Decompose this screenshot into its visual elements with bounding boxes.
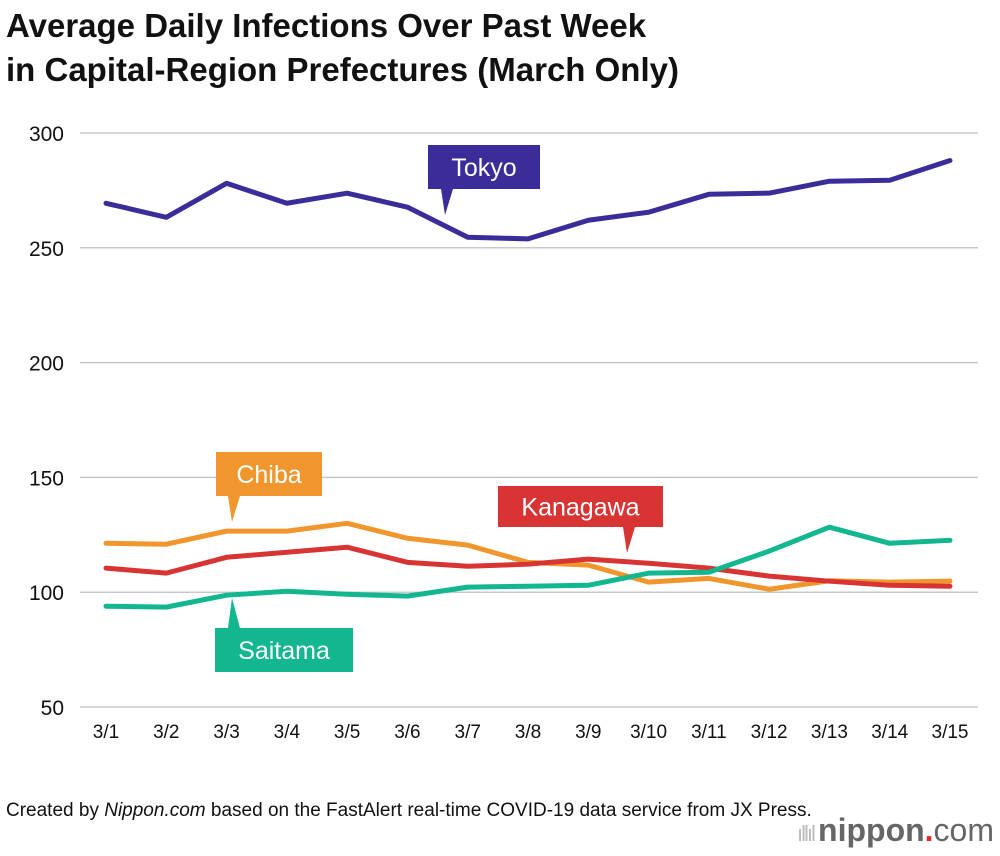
title-line-2: in Capital-Region Prefectures (March Onl…: [6, 51, 679, 88]
label-box-kanagawa: [498, 486, 663, 527]
y-tick-label: 50: [41, 697, 64, 720]
chart-title: Average Daily Infections Over Past Week …: [6, 4, 679, 92]
x-tick-label: 3/11: [691, 722, 727, 743]
credit-note: Created by Nippon.com based on the FastA…: [6, 800, 812, 821]
nippon-logo: ıllıl nippon.com: [797, 812, 994, 848]
x-tick-label: 3/12: [751, 722, 788, 743]
x-tick-label: 3/9: [575, 722, 601, 743]
x-tick-label: 3/6: [394, 722, 420, 743]
series-line-kanagawa: [103, 544, 953, 589]
x-tick-label: 3/13: [811, 722, 848, 743]
title-line-1: Average Daily Infections Over Past Week: [6, 7, 647, 44]
x-tick-label: 3/1: [93, 722, 119, 743]
label-pointer-chiba: [228, 496, 240, 522]
series-label-chiba: Chiba: [236, 461, 301, 489]
x-tick-label: 3/5: [334, 722, 360, 743]
series-label-saitama: Saitama: [238, 637, 330, 665]
x-tick-label: 3/14: [871, 722, 908, 743]
x-tick-label: 3/10: [630, 722, 667, 743]
x-tick-label: 3/8: [515, 722, 541, 743]
series-label-kanagawa: Kanagawa: [521, 494, 639, 522]
series-label-tokyo: Tokyo: [451, 154, 516, 182]
credit-source: Nippon.com: [104, 800, 206, 821]
label-pointer-tokyo: [441, 189, 453, 215]
series-line-saitama: [103, 524, 953, 610]
x-tick-label: 3/2: [153, 722, 179, 743]
y-tick-label: 200: [29, 353, 64, 376]
y-tick-label: 150: [29, 467, 64, 490]
label-pointer-kanagawa: [623, 527, 635, 553]
x-tick-label: 3/3: [213, 722, 239, 743]
label-box-tokyo: [428, 145, 540, 189]
x-tick-label: 3/15: [932, 722, 969, 743]
label-box-chiba: [216, 452, 322, 496]
sound-wave-icon: ıllıl: [797, 821, 819, 846]
y-tick-label: 250: [29, 238, 64, 261]
label-pointer-saitama: [228, 598, 240, 628]
x-tick-label: 3/7: [455, 722, 481, 743]
x-tick-label: 3/4: [274, 722, 301, 743]
label-box-saitama: [215, 628, 353, 672]
y-tick-label: 100: [29, 582, 64, 605]
line-chart: 50 100 150 200 250 300 3/1 3/2 3/3 3/4 3/5 3/6 3/7 3/…: [29, 123, 978, 743]
y-tick-label: 300: [29, 123, 64, 146]
